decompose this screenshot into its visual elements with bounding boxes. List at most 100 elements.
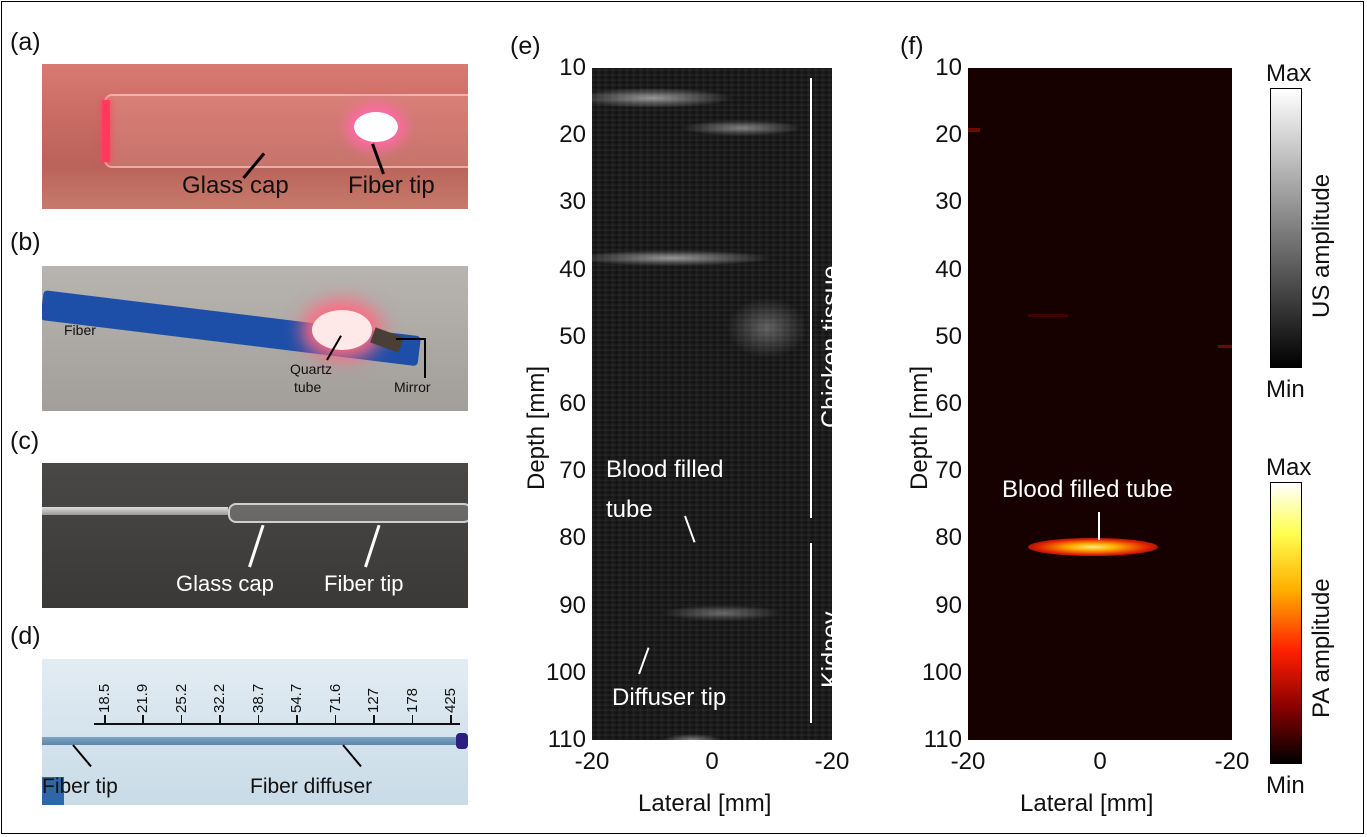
- y-tick-label: 10: [559, 54, 586, 81]
- ruler-value: 54.7: [288, 683, 306, 713]
- ruler-value: 18.5: [96, 683, 113, 713]
- ruler-value: 38.7: [249, 683, 267, 713]
- x-tick-label: 0: [705, 748, 719, 775]
- panel-b-label: (b): [10, 228, 41, 256]
- y-tick-label: 40: [935, 255, 962, 283]
- diffuser-fiber: [42, 737, 468, 745]
- us-colorbar-max: Max: [1266, 60, 1312, 87]
- ruler-tick: [334, 715, 337, 725]
- y-tick-label: 60: [935, 390, 962, 417]
- us-colorbar-label: US amplitude: [1308, 173, 1335, 318]
- y-tick-label: 110: [547, 726, 586, 753]
- x-tick-label: -20: [1214, 748, 1250, 775]
- panel-f-label: (f): [900, 32, 924, 60]
- pa-speckle: [1028, 314, 1068, 317]
- ruler-value: 25.2: [172, 683, 190, 713]
- x-tick-label: -20: [574, 748, 610, 775]
- y-tick-label: 50: [559, 322, 586, 350]
- arrow-icon: [72, 744, 92, 768]
- arrow-icon: [364, 524, 381, 568]
- panel-a-label: (a): [10, 28, 41, 56]
- panel-c-label: (c): [10, 427, 40, 455]
- y-tick-label: 90: [935, 591, 962, 619]
- ruler-value: 178: [403, 687, 421, 713]
- annotation-tube: tube: [294, 379, 322, 395]
- diffuser-tip-arrow: [638, 647, 650, 675]
- us-colorbar-min: Min: [1266, 376, 1305, 403]
- ruler-value: 127: [365, 687, 383, 713]
- annotation-chicken-tissue: Chicken tissue: [817, 265, 832, 428]
- y-tick-label: 10: [935, 54, 962, 81]
- chicken-tissue-arrow: [810, 78, 812, 518]
- kidney-arrow: [810, 543, 812, 723]
- x-tick-label: -20: [950, 748, 986, 775]
- pa-speckle: [968, 128, 980, 132]
- x-tick-label: 0: [1093, 748, 1107, 775]
- annotation-glass-cap: Glass cap: [176, 571, 274, 596]
- panel-d-label: (d): [10, 622, 41, 650]
- annotation-fiber: Fiber: [64, 322, 96, 338]
- diffuser-end: [456, 733, 468, 749]
- ruler-tick: [142, 715, 144, 725]
- ruler-tick: [219, 715, 221, 725]
- pa-blood-arrow: [1098, 512, 1100, 540]
- e-xlabel: Lateral [mm]: [638, 790, 772, 817]
- y-tick-label: 100: [921, 658, 962, 686]
- annotation-quartz: Quartz: [290, 361, 333, 377]
- annotation-glass-cap: Glass cap: [182, 172, 289, 199]
- panel-c-photo: Glass cap Fiber tip: [42, 463, 468, 608]
- ruler-tick: [257, 715, 260, 725]
- ruler-value: 425: [442, 687, 459, 713]
- y-tick-label: 70: [559, 457, 586, 485]
- panel-d-photo: 18.5 21.9 25.2 32.2 38.7 54.7 71.6 127 178 425 Fi…: [42, 659, 468, 805]
- blood-tube-arrow: [684, 515, 696, 543]
- ruler-value: 21.9: [134, 683, 152, 713]
- ruler-tick: [104, 715, 106, 725]
- annotation-blood-filled-tube: Blood filled tube: [1002, 476, 1173, 503]
- pa-image: Blood filled tube: [968, 68, 1232, 740]
- annotation-kidney: Kidney: [817, 611, 832, 688]
- pa-colorbar: [1270, 482, 1302, 764]
- annotation-fiber-tip: Fiber tip: [42, 775, 118, 798]
- arrow-icon: [424, 338, 426, 378]
- x-tick-label: -20: [814, 748, 850, 775]
- ruler-value: 71.6: [326, 683, 344, 713]
- panel-a-photo: Glass cap Fiber tip: [42, 64, 468, 209]
- arrow-icon: [342, 744, 362, 768]
- annotation-fiber-tip: Fiber tip: [348, 172, 435, 199]
- blue-base: [42, 777, 64, 805]
- glass-cap-tube: [104, 94, 468, 168]
- quartz-glow: [312, 310, 372, 350]
- annotation-blood-tube: tube: [606, 496, 653, 523]
- y-tick-label: 110: [923, 726, 962, 753]
- panel-b-photo: Fiber Quartz tube Mirror: [42, 266, 468, 411]
- ruler: 18.5 21.9 25.2 32.2 38.7 54.7 71.6 127 178 425: [94, 684, 460, 725]
- annotation-fiber-diffuser: Fiber diffuser: [250, 775, 373, 798]
- pa-speckle: [1218, 345, 1232, 348]
- ruler-line: [94, 723, 460, 725]
- ruler-tick: [411, 715, 414, 725]
- y-tick-label: 90: [559, 591, 586, 619]
- ruler-tick: [296, 715, 298, 725]
- y-tick-label: 80: [559, 524, 586, 552]
- y-tick-label: 30: [935, 188, 962, 216]
- pa-colorbar-label: PA amplitude: [1308, 578, 1335, 718]
- ruler-tick: [180, 715, 183, 725]
- panel-e-label: (e): [510, 32, 541, 60]
- ruler-value: 32.2: [211, 683, 229, 713]
- us-image: Blood filled tube Diffuser tip Chicken t…: [592, 68, 832, 740]
- annotation-fiber-tip: Fiber tip: [324, 571, 404, 596]
- y-tick-label: 50: [935, 322, 962, 350]
- pa-blood-signal: [1028, 538, 1158, 556]
- glass-fiber: [42, 507, 228, 515]
- annotation-diffuser-tip: Diffuser tip: [612, 684, 727, 711]
- us-colorbar: [1270, 88, 1302, 368]
- y-tick-label: 70: [935, 457, 962, 485]
- y-tick-label: 20: [559, 121, 586, 149]
- y-tick-label: 80: [935, 524, 962, 552]
- glass-cap: [228, 503, 468, 523]
- fiber-tip-glow: [354, 112, 398, 142]
- ruler-tick: [373, 715, 375, 725]
- arrow-icon: [396, 338, 424, 340]
